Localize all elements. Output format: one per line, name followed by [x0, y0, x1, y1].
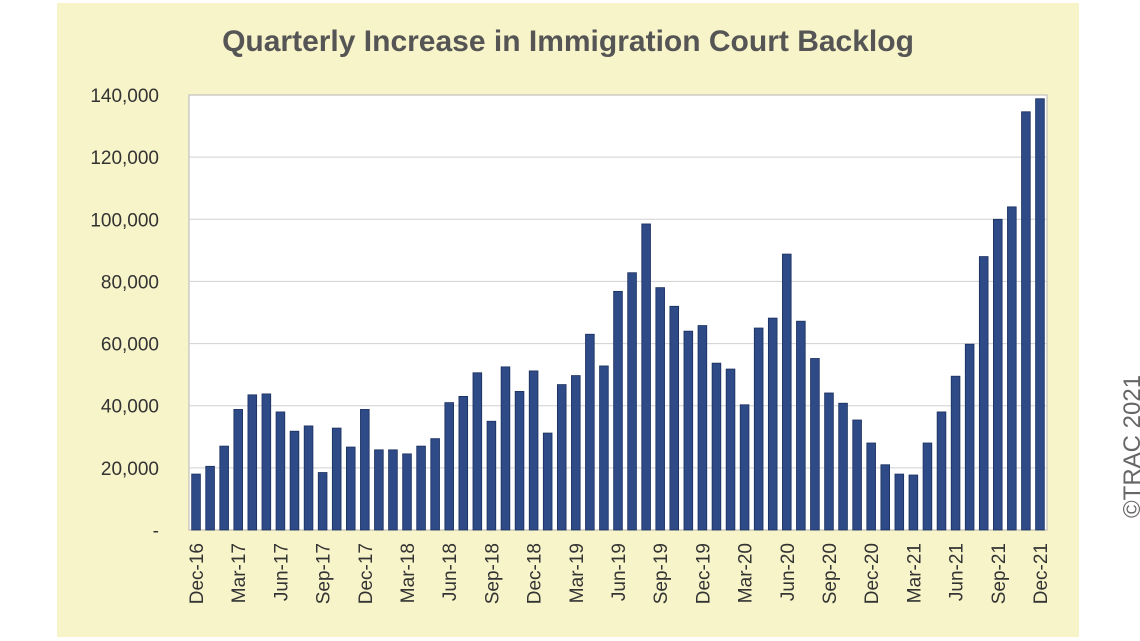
chart-panel: Quarterly Increase in Immigration Court … [57, 3, 1140, 637]
y-tick-label: 60,000 [101, 335, 159, 356]
y-tick-label: - [153, 521, 159, 542]
bar [880, 464, 891, 531]
copyright-watermark: ©TRAC 2021 [1119, 374, 1140, 518]
x-axis-tick-labels: Dec-16 Mar-17 Jun-17 Sep-17 Dec-17 Mar-18 Jun-… [187, 543, 1052, 604]
y-tick-label: 80,000 [101, 272, 159, 293]
x-tick-label: Sep-21 [989, 543, 1010, 604]
bar [964, 343, 975, 531]
x-tick-label: Dec-17 [356, 543, 377, 604]
bar [191, 473, 201, 531]
bar [402, 453, 412, 531]
bar [1021, 111, 1031, 531]
bar [950, 375, 961, 531]
bar [993, 218, 1003, 531]
bar [261, 393, 272, 531]
bar [374, 449, 384, 531]
bar [331, 427, 342, 531]
bar [360, 409, 370, 531]
x-tick-label: Dec-16 [187, 543, 208, 604]
x-tick-label: Sep-19 [651, 543, 672, 604]
bar [796, 320, 806, 531]
x-tick-label: Sep-18 [482, 543, 503, 604]
x-tick-label: Sep-20 [820, 543, 841, 604]
x-tick-label: Sep-17 [314, 543, 335, 604]
bar [711, 362, 722, 531]
bar [725, 368, 736, 531]
y-tick-label: 20,000 [101, 459, 159, 480]
bar [472, 372, 483, 531]
bar [542, 432, 553, 531]
bar [936, 411, 947, 531]
bar [275, 411, 286, 531]
bar [922, 442, 933, 531]
y-tick-label: 100,000 [90, 210, 159, 231]
x-tick-label: Jun-21 [947, 543, 968, 601]
x-tick-label: Mar-18 [398, 543, 419, 603]
bar [571, 375, 581, 531]
x-tick-label: Dec-18 [525, 543, 546, 604]
bar [388, 449, 398, 531]
bar [289, 430, 300, 531]
bar [669, 305, 680, 531]
bar [697, 325, 708, 531]
bar [247, 394, 258, 531]
bar [486, 420, 497, 531]
x-tick-label: Jun-20 [778, 543, 799, 601]
chart-title: Quarterly Increase in Immigration Court … [222, 25, 914, 58]
x-tick-label: Dec-19 [693, 543, 714, 604]
y-tick-label: 140,000 [90, 86, 159, 107]
x-tick-label: Dec-20 [862, 543, 883, 604]
bars [191, 98, 1045, 531]
x-tick-label: Mar-20 [736, 543, 757, 603]
bar [810, 358, 820, 531]
bar [978, 256, 989, 531]
y-tick-label: 120,000 [90, 148, 159, 169]
bar [205, 465, 215, 531]
bar [303, 425, 314, 531]
bar [416, 445, 426, 531]
bar [739, 404, 750, 531]
bar-chart: - 20,000 40,000 60,000 80,000 100,000 120,000 1… [90, 86, 1052, 604]
y-tick-label: 40,000 [101, 397, 159, 418]
bar [613, 290, 623, 531]
bar [824, 392, 834, 531]
x-tick-label: Jun-17 [271, 543, 292, 601]
bar [458, 395, 469, 531]
bar [219, 445, 229, 531]
bar [585, 333, 595, 531]
bar [838, 402, 848, 531]
bar [345, 446, 356, 531]
bar [683, 330, 694, 531]
bar [627, 272, 637, 531]
x-tick-label: Jun-19 [609, 543, 630, 601]
bar [641, 223, 651, 531]
bar [767, 317, 778, 531]
bar [908, 474, 919, 531]
bar [655, 287, 665, 531]
bar [556, 384, 567, 531]
bar [1035, 98, 1045, 531]
x-tick-label: Dec-21 [1031, 543, 1052, 604]
bar [514, 391, 525, 531]
bar [753, 327, 764, 531]
bar [866, 442, 876, 531]
bar [317, 472, 328, 531]
x-tick-label: Mar-21 [904, 543, 925, 603]
bar [444, 402, 454, 531]
bar [1007, 206, 1017, 531]
bar [528, 370, 539, 531]
x-tick-label: Jun-18 [440, 543, 461, 601]
x-tick-label: Mar-17 [229, 543, 250, 603]
bar [500, 366, 511, 531]
bar [782, 253, 792, 531]
bar [852, 419, 862, 531]
bar [233, 409, 243, 531]
bar [599, 365, 609, 531]
y-axis-tick-labels: - 20,000 40,000 60,000 80,000 100,000 120,000 1… [90, 86, 159, 542]
x-tick-label: Mar-19 [567, 543, 588, 603]
bar [430, 438, 440, 531]
bar [894, 473, 905, 531]
